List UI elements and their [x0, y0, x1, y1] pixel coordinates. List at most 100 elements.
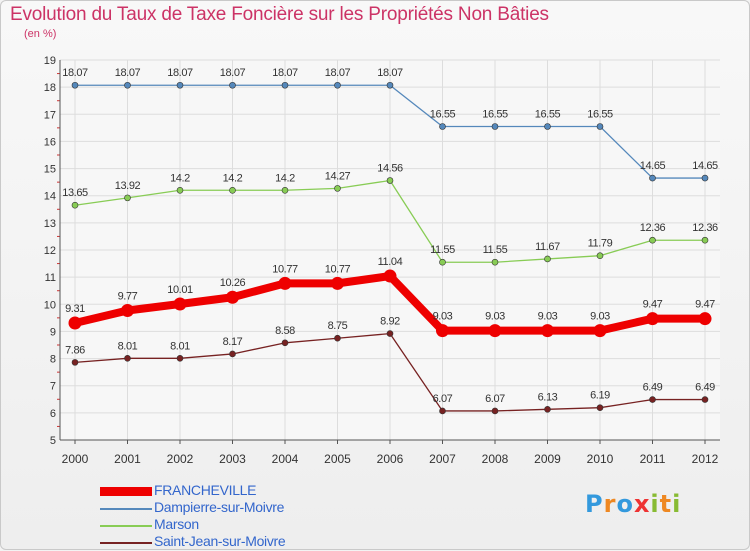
- data-label: 8.01: [170, 340, 190, 352]
- x-tick-label: 2009: [534, 452, 561, 466]
- data-point: [544, 123, 551, 130]
- data-point: [646, 312, 659, 326]
- data-label: 13.65: [62, 187, 88, 199]
- y-tick-label: 11: [45, 272, 56, 284]
- data-label: 6.49: [643, 382, 663, 394]
- x-tick-label: 2003: [219, 452, 246, 466]
- x-tick-label: 2008: [482, 452, 509, 466]
- legend-label: Marson: [154, 516, 199, 532]
- y-tick-label: 9: [50, 326, 56, 338]
- data-label: 14.2: [170, 172, 190, 184]
- chart-title: Evolution du Taux de Taxe Foncière sur l…: [10, 4, 549, 25]
- y-tick-label: 16: [44, 136, 56, 148]
- data-point: [544, 406, 551, 413]
- logo-letter: i: [650, 490, 660, 518]
- data-label: 8.01: [118, 340, 138, 352]
- data-point: [121, 304, 134, 318]
- data-point: [71, 81, 79, 89]
- data-point: [698, 312, 712, 326]
- data-label: 14.2: [275, 172, 295, 184]
- data-point: [124, 81, 131, 89]
- data-label: 14.65: [692, 160, 718, 172]
- data-point: [386, 81, 394, 89]
- legend-label: Saint-Jean-sur-Moivre: [154, 533, 286, 549]
- data-label: 16.55: [535, 109, 561, 121]
- x-tick-label: 2000: [62, 452, 89, 466]
- data-point: [124, 354, 131, 362]
- y-tick-label: 6: [50, 408, 56, 420]
- logo-letter: P: [585, 490, 604, 518]
- y-tick-label: 14: [44, 191, 56, 203]
- data-label: 9.03: [433, 311, 453, 323]
- data-label: 16.55: [482, 109, 508, 121]
- data-point: [176, 354, 184, 362]
- data-point: [229, 81, 236, 89]
- logo-letter: t: [659, 490, 673, 518]
- data-label: 6.13: [538, 391, 558, 403]
- data-point: [173, 297, 187, 311]
- data-label: 14.56: [377, 163, 403, 175]
- y-tick-label: 12: [44, 245, 56, 257]
- data-label: 6.07: [485, 393, 505, 405]
- y-tick-label: 17: [44, 109, 56, 121]
- logo-letter: i: [672, 490, 682, 518]
- data-point: [124, 194, 131, 202]
- y-tick-label: 13: [44, 218, 56, 230]
- data-label: 8.17: [223, 336, 243, 348]
- data-point: [176, 186, 184, 194]
- data-label: 11.55: [430, 244, 455, 256]
- data-label: 8.75: [328, 320, 348, 332]
- data-point: [491, 123, 499, 130]
- data-point: [701, 236, 709, 244]
- data-label: 18.07: [220, 67, 246, 79]
- data-label: 6.49: [695, 382, 715, 394]
- x-tick-label: 2005: [324, 452, 351, 466]
- data-point: [439, 258, 446, 266]
- data-label: 12.36: [692, 222, 718, 234]
- y-axis-unit-label: (en %): [24, 28, 57, 40]
- data-label: 10.77: [272, 263, 298, 275]
- y-tick-label: 10: [44, 299, 56, 311]
- proxiti-logo: Proxiti: [585, 490, 681, 518]
- data-label: 9.77: [118, 291, 138, 303]
- data-label: 11.55: [483, 244, 508, 256]
- y-tick-label: 5: [50, 435, 56, 447]
- x-tick-label: 2006: [377, 452, 404, 466]
- data-label: 6.19: [590, 390, 610, 402]
- data-point: [701, 174, 709, 182]
- data-point: [544, 255, 551, 263]
- x-tick-label: 2001: [114, 452, 141, 466]
- data-label: 7.86: [65, 344, 85, 356]
- data-label: 11.67: [535, 241, 560, 253]
- data-point: [386, 177, 394, 184]
- y-tick-label: 15: [44, 164, 56, 176]
- data-point: [649, 396, 656, 403]
- data-point: [491, 258, 499, 266]
- data-point: [596, 252, 604, 259]
- data-label: 18.07: [377, 67, 403, 79]
- data-point: [281, 339, 289, 347]
- data-label: 9.47: [643, 299, 663, 311]
- data-point: [439, 407, 446, 415]
- data-label: 18.07: [167, 67, 193, 79]
- data-point: [488, 324, 502, 338]
- data-point: [649, 174, 656, 182]
- data-point: [331, 276, 344, 290]
- data-label: 11.04: [378, 256, 403, 268]
- data-label: 8.58: [275, 325, 295, 337]
- data-label: 9.03: [485, 311, 505, 323]
- data-label: 14.2: [223, 172, 243, 184]
- logo-letter: r: [603, 490, 617, 518]
- logo-letter: x: [633, 490, 651, 518]
- data-point: [281, 186, 289, 194]
- y-tick-label: 19: [44, 55, 56, 67]
- y-tick-label: 8: [50, 354, 56, 366]
- data-point: [226, 290, 239, 304]
- data-point: [593, 324, 607, 338]
- y-tick-label: 7: [50, 381, 56, 393]
- data-point: [334, 334, 341, 342]
- x-tick-label: 2011: [640, 452, 666, 466]
- data-label: 13.92: [115, 180, 141, 192]
- data-label: 9.03: [538, 311, 558, 323]
